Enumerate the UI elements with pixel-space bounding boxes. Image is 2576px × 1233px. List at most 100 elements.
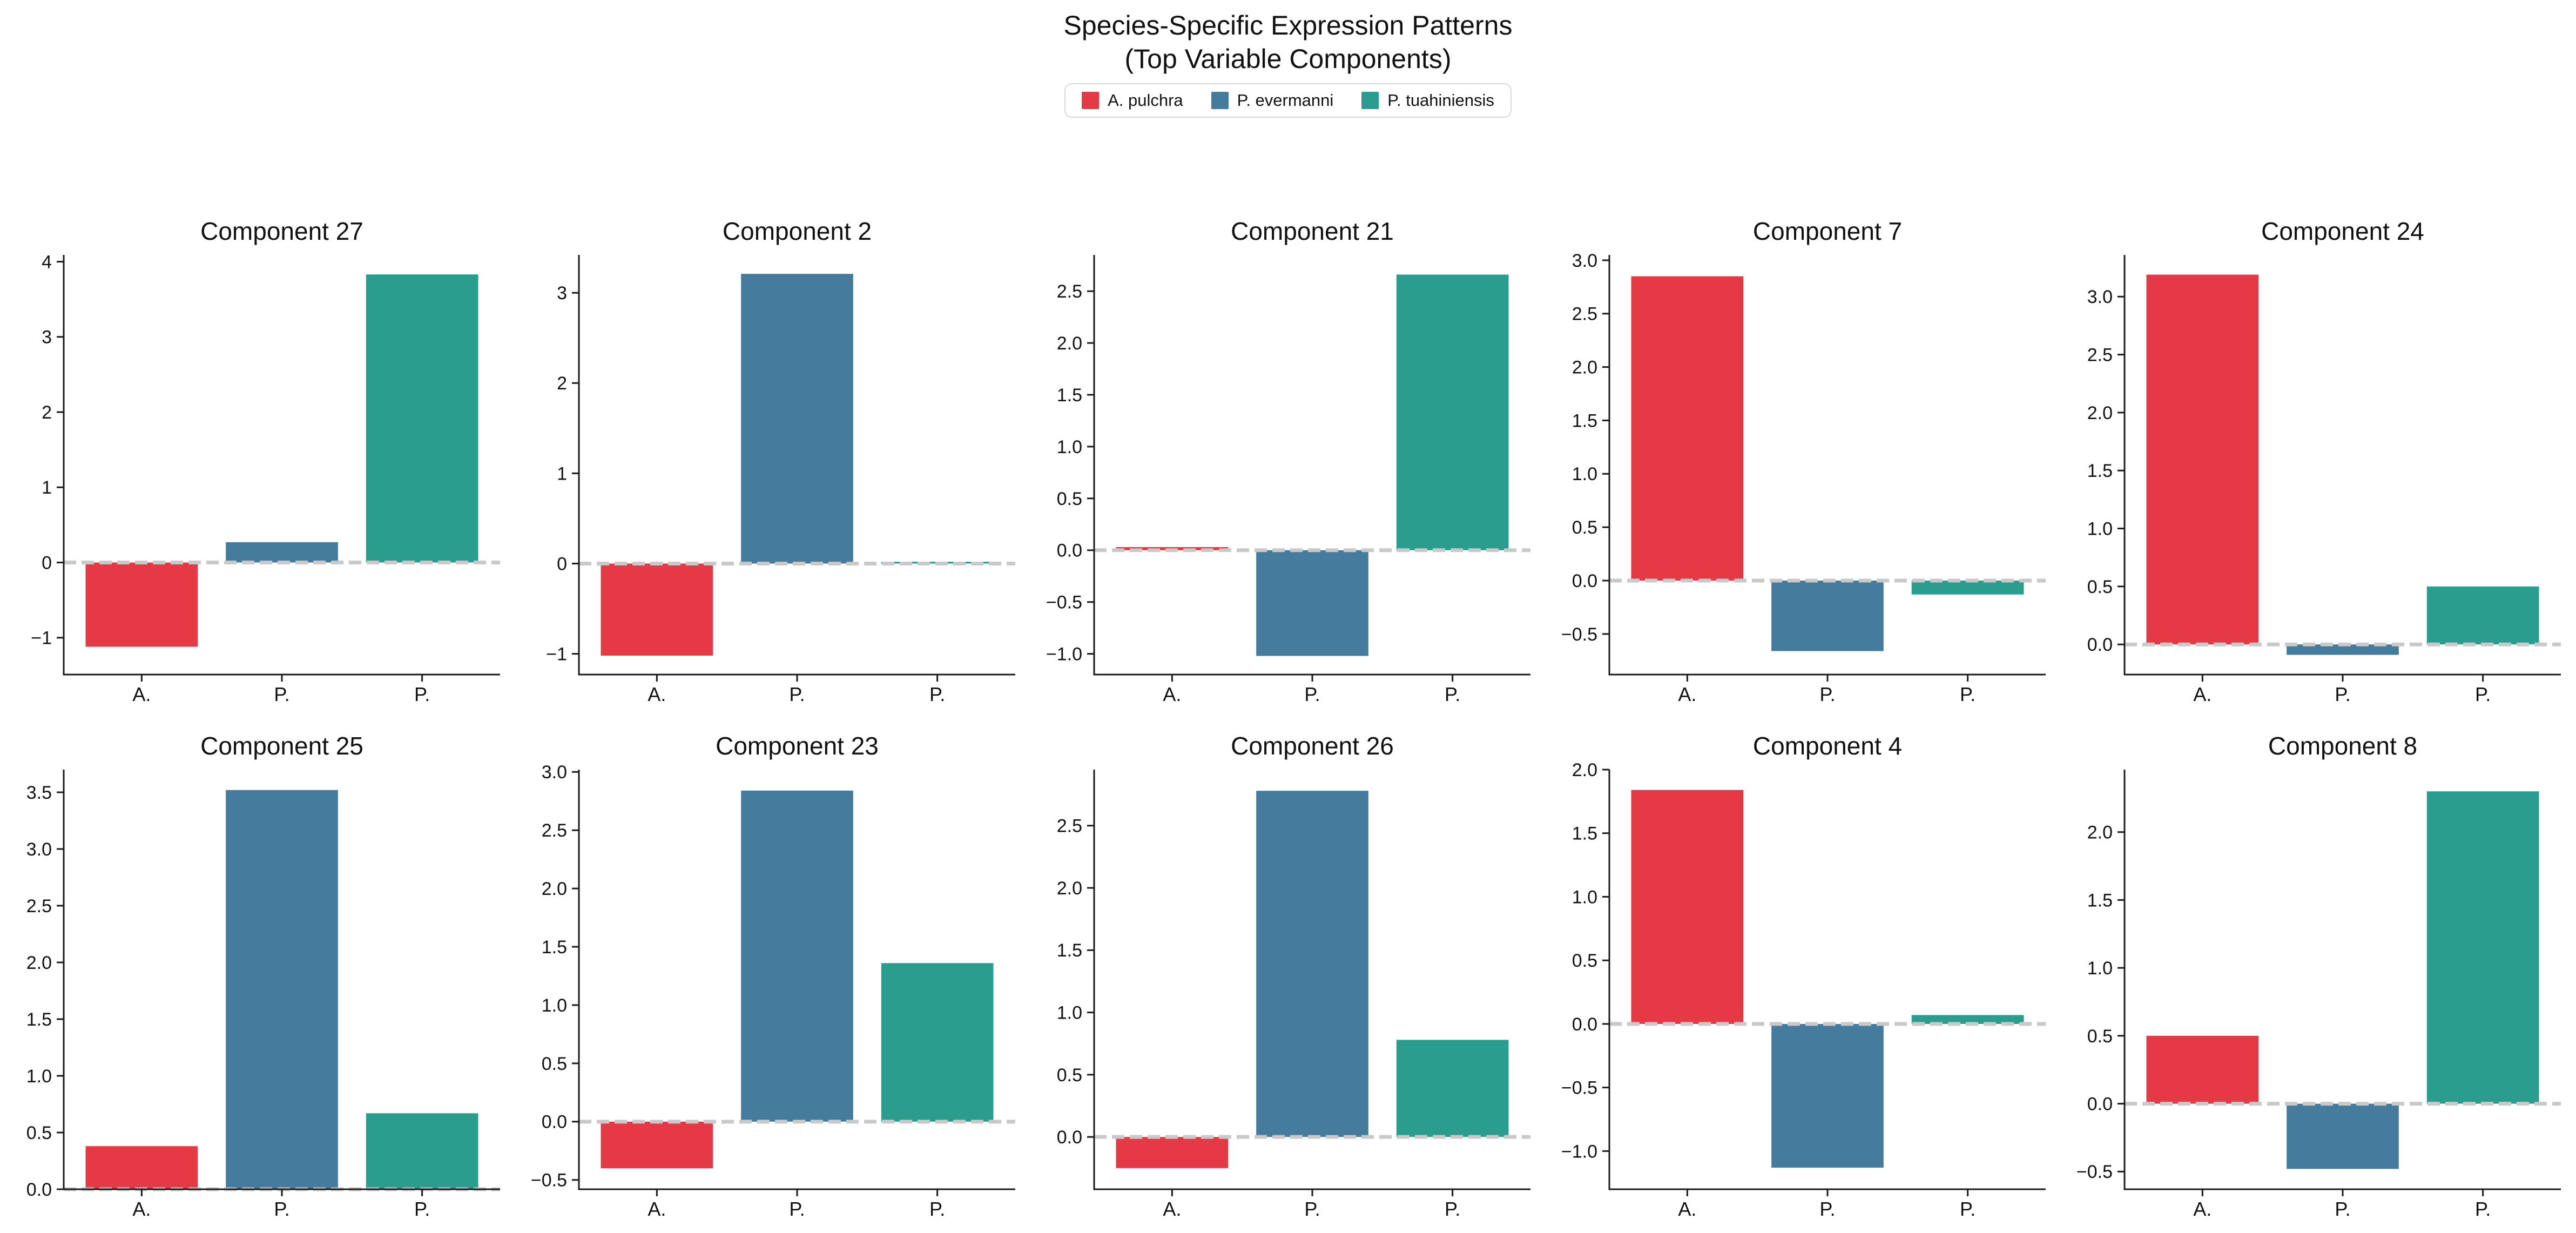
subplot-title: Component 2 [722, 217, 872, 245]
bar-p-tuahiniensis [1911, 1015, 2024, 1024]
legend-swatch-icon [1082, 92, 1100, 109]
subplot-axes: 3 2 1 0 −1 A. P. P. [546, 255, 1015, 704]
subplot-component-27: Component 27 4 3 2 1 0 −1 A. P. P. [0, 215, 515, 704]
bar-a-pulchra [1631, 790, 1744, 1024]
legend: A. pulchra P. evermanni P. tuahiniensis [1064, 83, 1512, 118]
y-tick-label: 1 [557, 463, 567, 484]
bar-p-evermanni [741, 274, 853, 564]
bar-a-pulchra [2146, 274, 2259, 645]
subplot-component-26: Component 26 2.5 2.0 1.5 1.0 0.5 0.0 A. P. P. [1030, 730, 1546, 1218]
subplot-title: Component 24 [2261, 217, 2424, 245]
y-tick-label: 1.0 [1572, 887, 1597, 907]
y-tick-label: 2.5 [1572, 304, 1597, 325]
y-tick-label: 4 [42, 252, 52, 272]
bar-p-evermanni [226, 542, 338, 563]
legend-label: P. tuahiniensis [1387, 91, 1494, 110]
y-tick-label: −0.5 [1046, 592, 1082, 613]
bar-p-evermanni [741, 790, 853, 1122]
x-tick-label: P. [1304, 1198, 1320, 1218]
y-tick-label: 0.5 [2087, 577, 2113, 597]
x-tick-label: A. [648, 1198, 666, 1218]
y-tick-label: 0.0 [542, 1112, 567, 1133]
y-tick-label: 1.5 [1057, 385, 1082, 406]
y-tick-label: 2.0 [542, 879, 567, 899]
y-tick-label: 1.5 [1572, 824, 1597, 844]
subplot-component-8: Component 8 2.0 1.5 1.0 0.5 0.0 −0.5 A. P. P. [2061, 730, 2576, 1218]
legend-item-2: P. evermanni [1211, 91, 1333, 110]
y-tick-label: 2.5 [1057, 281, 1082, 302]
bar-p-tuahiniensis [366, 1113, 478, 1189]
y-tick-label: 3.0 [26, 839, 52, 860]
bar-a-pulchra [1631, 276, 1744, 581]
y-tick-label: −1 [546, 644, 567, 664]
legend-label: A. pulchra [1108, 91, 1183, 110]
x-tick-label: P. [414, 683, 430, 704]
x-tick-label: A. [1678, 683, 1696, 704]
x-tick-label: A. [132, 1198, 151, 1218]
x-tick-label: A. [132, 683, 151, 704]
y-tick-label: 0.5 [1572, 951, 1597, 971]
x-tick-label: P. [2335, 1198, 2350, 1218]
x-tick-label: P. [929, 1198, 945, 1218]
x-tick-label: P. [1819, 683, 1835, 704]
y-tick-label: −0.5 [1561, 1078, 1597, 1099]
x-tick-label: P. [2475, 683, 2491, 704]
subplot-axes: 3.0 2.5 2.0 1.5 1.0 0.5 0.0 −0.5 A. P. P. [1561, 251, 2046, 704]
y-tick-label: 1.5 [542, 937, 567, 958]
subplot-title: Component 25 [200, 732, 363, 760]
y-tick-label: 0.0 [1057, 541, 1082, 561]
x-tick-label: A. [648, 683, 666, 704]
subplot-axes: 2.5 2.0 1.5 1.0 0.5 0.0 −0.5 −1.0 A. P. P. [1046, 255, 1530, 704]
y-tick-label: 1.0 [2087, 518, 2113, 539]
bar-p-evermanni [2287, 1103, 2399, 1169]
y-tick-label: 2 [557, 373, 567, 394]
y-tick-label: 2.0 [1057, 333, 1082, 354]
bar-p-tuahiniensis [2426, 586, 2539, 645]
x-tick-label: P. [1304, 683, 1320, 704]
y-tick-label: 1.0 [542, 995, 567, 1016]
y-tick-label: 1.0 [1057, 1002, 1082, 1023]
bar-p-evermanni [1771, 1023, 1884, 1168]
y-tick-label: 0 [42, 553, 52, 573]
y-tick-label: 2.5 [542, 820, 567, 841]
y-tick-label: 3.0 [1572, 251, 1597, 271]
subplot-axes: 2.0 1.5 1.0 0.5 0.0 −0.5 A. P. P. [2076, 770, 2561, 1218]
legend-swatch-icon [1361, 92, 1379, 109]
x-tick-label: A. [2193, 683, 2211, 704]
bar-a-pulchra [85, 562, 198, 647]
y-tick-label: 1.0 [26, 1066, 52, 1087]
y-tick-label: 3.5 [26, 783, 52, 803]
x-tick-label: P. [1445, 1198, 1460, 1218]
bar-p-tuahiniensis [881, 963, 994, 1122]
y-tick-label: 1.0 [1572, 464, 1597, 484]
y-tick-label: 0.0 [26, 1180, 52, 1200]
figure-title: Species-Specific Expression Patterns (To… [0, 0, 2576, 76]
y-tick-label: 0.5 [2087, 1026, 2113, 1047]
bar-a-pulchra [2146, 1035, 2259, 1104]
y-tick-label: 2 [42, 402, 52, 423]
y-tick-label: 1.5 [2087, 890, 2113, 911]
x-tick-label: P. [2475, 1198, 2491, 1218]
x-tick-label: A. [1678, 1198, 1696, 1218]
subplot-component-23: Component 23 3.0 2.5 2.0 1.5 1.0 0.5 0.0 −0.5 A. P… [515, 730, 1030, 1218]
x-tick-label: A. [1163, 1198, 1181, 1218]
y-tick-label: 1.5 [1572, 410, 1597, 431]
x-tick-label: P. [789, 683, 805, 704]
x-tick-label: P. [1960, 1198, 1975, 1218]
subplot-title: Component 8 [2268, 732, 2418, 760]
y-tick-label: 2.0 [1057, 878, 1082, 899]
figure-title-line2: (Top Variable Components) [1124, 44, 1452, 74]
bar-p-evermanni [1771, 581, 1884, 651]
y-tick-label: 0.5 [26, 1123, 52, 1143]
bar-a-pulchra [85, 1146, 198, 1189]
subplot-component-2: Component 2 3 2 1 0 −1 A. P. P. [515, 215, 1030, 704]
y-tick-label: 3.0 [2087, 287, 2113, 307]
y-tick-label: 2.0 [2087, 823, 2113, 843]
y-tick-label: 2.0 [1572, 357, 1597, 378]
y-tick-label: −0.5 [531, 1170, 567, 1191]
y-tick-label: 2.5 [1057, 816, 1082, 837]
bar-a-pulchra [601, 1121, 713, 1169]
x-tick-label: P. [274, 683, 289, 704]
subplot-axes: 3.0 2.5 2.0 1.5 1.0 0.5 0.0 A. P. P. [2087, 255, 2561, 704]
